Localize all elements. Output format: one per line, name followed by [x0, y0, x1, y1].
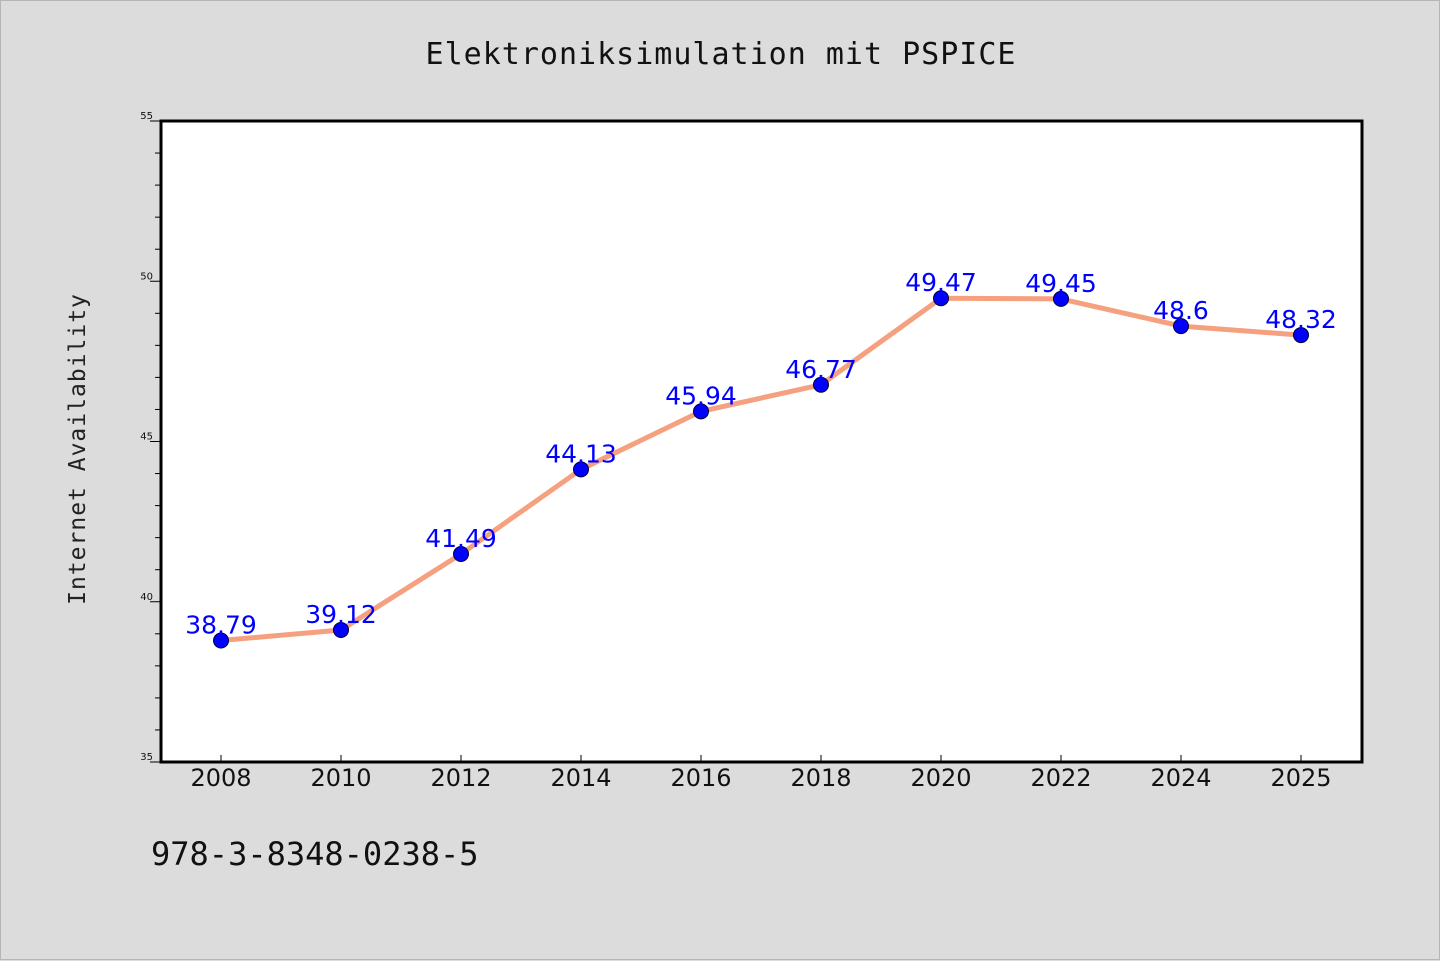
series-markers: [213, 290, 1309, 649]
x-tick-label: 2022: [1030, 764, 1091, 792]
y-axis-ticks: 35 40 45 50 55: [140, 111, 161, 763]
x-tick-label: 2018: [790, 764, 851, 792]
data-point: [213, 632, 229, 649]
data-point: [573, 461, 589, 478]
x-tick-label: 2016: [670, 764, 731, 792]
data-point: [693, 403, 709, 420]
x-tick-label: 2024: [1150, 764, 1211, 792]
x-tick-label: 2025: [1270, 764, 1331, 792]
data-point: [333, 621, 349, 638]
plot-area: [159, 119, 1364, 764]
y-axis-label: Internet Availability: [65, 293, 91, 605]
data-label: 38.79: [185, 611, 257, 640]
y-tick-label: 35: [140, 752, 153, 763]
series-line: [218, 295, 1304, 644]
x-tick-label: 2020: [910, 764, 971, 792]
x-tick-label: 2010: [310, 764, 371, 792]
data-label: 45.94: [665, 381, 737, 410]
isbn-footer: 978-3-8348-0238-5: [151, 835, 479, 873]
y-tick-label: 55: [140, 111, 153, 122]
data-label: 49.45: [1025, 269, 1097, 298]
data-label: 39.12: [305, 600, 377, 629]
data-point: [813, 376, 829, 393]
data-label: 44.13: [545, 439, 617, 468]
x-axis-ticks: 2008 2010 2012 2014 2016 2018 2020 2022 2024 2025: [190, 755, 1332, 792]
data-labels: 38.79 39.12 41.49 44.13 45.94 46.77 49.47 49.45…: [185, 268, 1337, 639]
data-point: [1173, 318, 1189, 335]
x-tick-label: 2012: [430, 764, 491, 792]
data-point: [1293, 327, 1309, 344]
x-tick-label: 2008: [190, 764, 251, 792]
chart-title: Elektroniksimulation mit PSPICE: [426, 37, 1017, 72]
data-point: [453, 545, 469, 562]
data-label: 46.77: [785, 355, 857, 384]
data-label: 48.32: [1265, 305, 1337, 334]
y-tick-label: 45: [140, 432, 153, 443]
data-label: 48.6: [1153, 296, 1209, 325]
data-label: 41.49: [425, 524, 497, 553]
data-point: [933, 290, 949, 307]
data-label: 49.47: [905, 268, 977, 297]
y-tick-label: 40: [140, 592, 153, 603]
x-tick-label: 2014: [550, 764, 611, 792]
y-tick-label: 50: [140, 271, 153, 282]
data-point: [1053, 290, 1069, 307]
